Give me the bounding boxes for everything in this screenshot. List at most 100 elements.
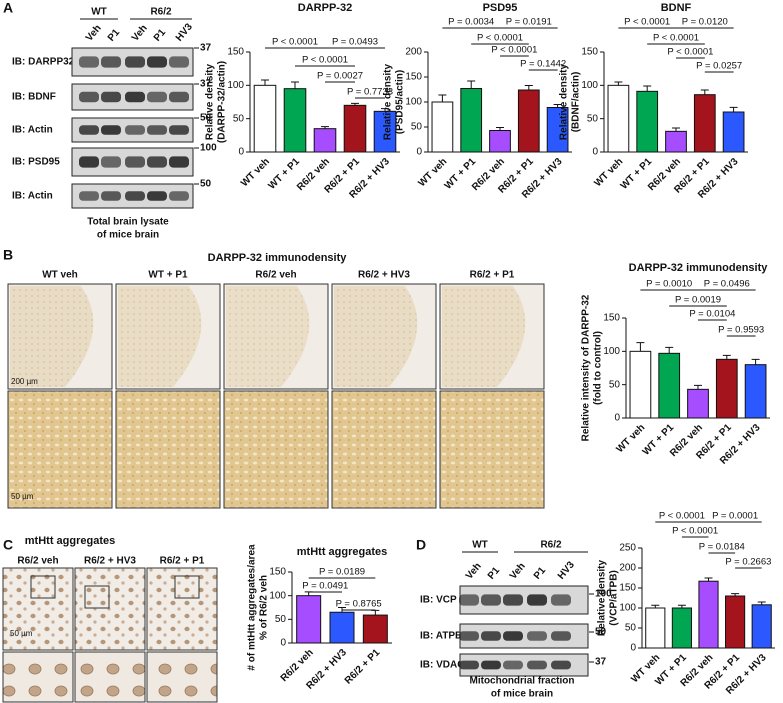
marker-label: 37 [595,657,607,668]
y-tick-label: 50 [233,113,245,124]
y-tick-label: 100 [603,346,620,357]
bar [722,111,745,153]
blot-band [101,56,121,68]
y-tick-label: 150 [405,72,422,83]
blot-band [125,125,145,135]
y-tick-label: 150 [269,567,286,578]
error-bar [731,593,740,596]
blot-row-label: IB: PSD95 [12,157,60,168]
panel-label: C [3,537,13,553]
chart-title: mtHtt aggregates [297,546,387,558]
inset-box [30,575,56,599]
p-value: P < 0.0001 [667,47,713,58]
marker-label: 37 [200,79,212,90]
y-tick-label: 100 [581,80,598,91]
marker-label: 50 [200,179,212,190]
y-tick-label: 150 [619,583,636,594]
group-label: R6/2 [150,7,172,18]
y-tick-label: 50 [411,122,423,133]
bar [253,84,277,153]
image-column-label: R6/2 + P1 [470,270,515,281]
y-tick-label: 0 [238,147,244,158]
blot-band [169,191,189,201]
marker-label: 37 [200,43,212,54]
y-axis-label: (PSD95/actin) [395,70,406,134]
blot-band [101,156,121,168]
blot-band [481,660,501,670]
blot-row-label: IB: ATPB [420,631,462,642]
blot-caption: Total brain lysate [87,217,169,228]
blot-band [169,56,189,68]
lane-label: P1 [106,27,123,44]
blot-row-label: IB: Actin [12,125,53,136]
p-value: P = 0.8765 [336,599,382,610]
error-bar [694,384,702,390]
p-value: P < 0.0001 [491,45,537,56]
blot-band [147,56,167,68]
blot-band [79,56,99,68]
bar [658,352,681,419]
error-bar [496,127,504,131]
p-value: P = 0.0120 [682,17,728,28]
marker-label: 100 [200,143,217,154]
error-bar [665,346,674,354]
blot-band [551,594,571,606]
micrograph-high [2,651,74,703]
bar [629,350,652,419]
error-bar [677,604,686,608]
bar-chart: mtHtt aggregates 0 50 100 150 # of mtHtt aggr… [247,544,392,692]
blot-band [169,125,189,135]
image-column-label: WT veh [42,270,78,281]
error-bar [321,126,329,129]
error-bar [722,354,731,360]
micrograph-high [115,390,221,509]
y-axis-label: (DARPP-32/actin) [217,61,228,143]
blot-band [101,125,121,135]
image-column-label: WT + P1 [148,270,188,281]
y-axis-label: Relative density [559,63,570,140]
error-bar [643,85,652,92]
blot-band [459,660,479,670]
y-tick-label: 150 [227,47,244,58]
blot-band [481,631,501,641]
group-label: R6/2 [540,540,562,551]
p-value: P < 0.0001 [659,511,705,522]
error-bar [636,342,645,352]
p-value: P = 0.9593 [718,325,764,336]
bar-chart: DARPP-32 immunodensity 0 50 100 150 Relative … [581,262,770,467]
error-bar [381,108,389,112]
p-value: P = 0.0027 [317,71,363,82]
inset-box [174,575,200,599]
blot-caption: of mice brain [97,230,159,241]
lane-label: Veh [464,561,484,582]
micrograph-low [146,567,218,651]
images-title: mtHtt aggregates [25,535,115,547]
lane-label: HV3 [556,559,577,581]
error-bar [524,85,533,90]
panel-label: B [3,247,13,263]
y-axis-label: Relative density [597,559,608,636]
y-tick-label: 150 [603,313,620,324]
blot-band [101,91,121,103]
blot-band [79,156,99,168]
error-bar [757,601,766,605]
chart-title: DARPP-32 [298,2,352,14]
panel-label: A [3,0,13,16]
y-axis-label: (fold to control) [593,331,604,405]
bar [343,104,367,153]
lane-label: P1 [486,565,503,582]
image-column-label: R6/2 + P1 [160,556,205,567]
blot-band [527,660,547,670]
blot-band [169,156,189,168]
x-tick-label: R6/2 + P1 [343,647,383,687]
blot-row-label: IB: DARPP32 [12,57,75,68]
error-bar [553,104,562,108]
bar [687,388,709,419]
micrograph-high [74,651,146,703]
p-value: P = 0.0104 [689,309,735,320]
bar [636,90,659,153]
y-axis-label: Relative density [205,63,216,140]
